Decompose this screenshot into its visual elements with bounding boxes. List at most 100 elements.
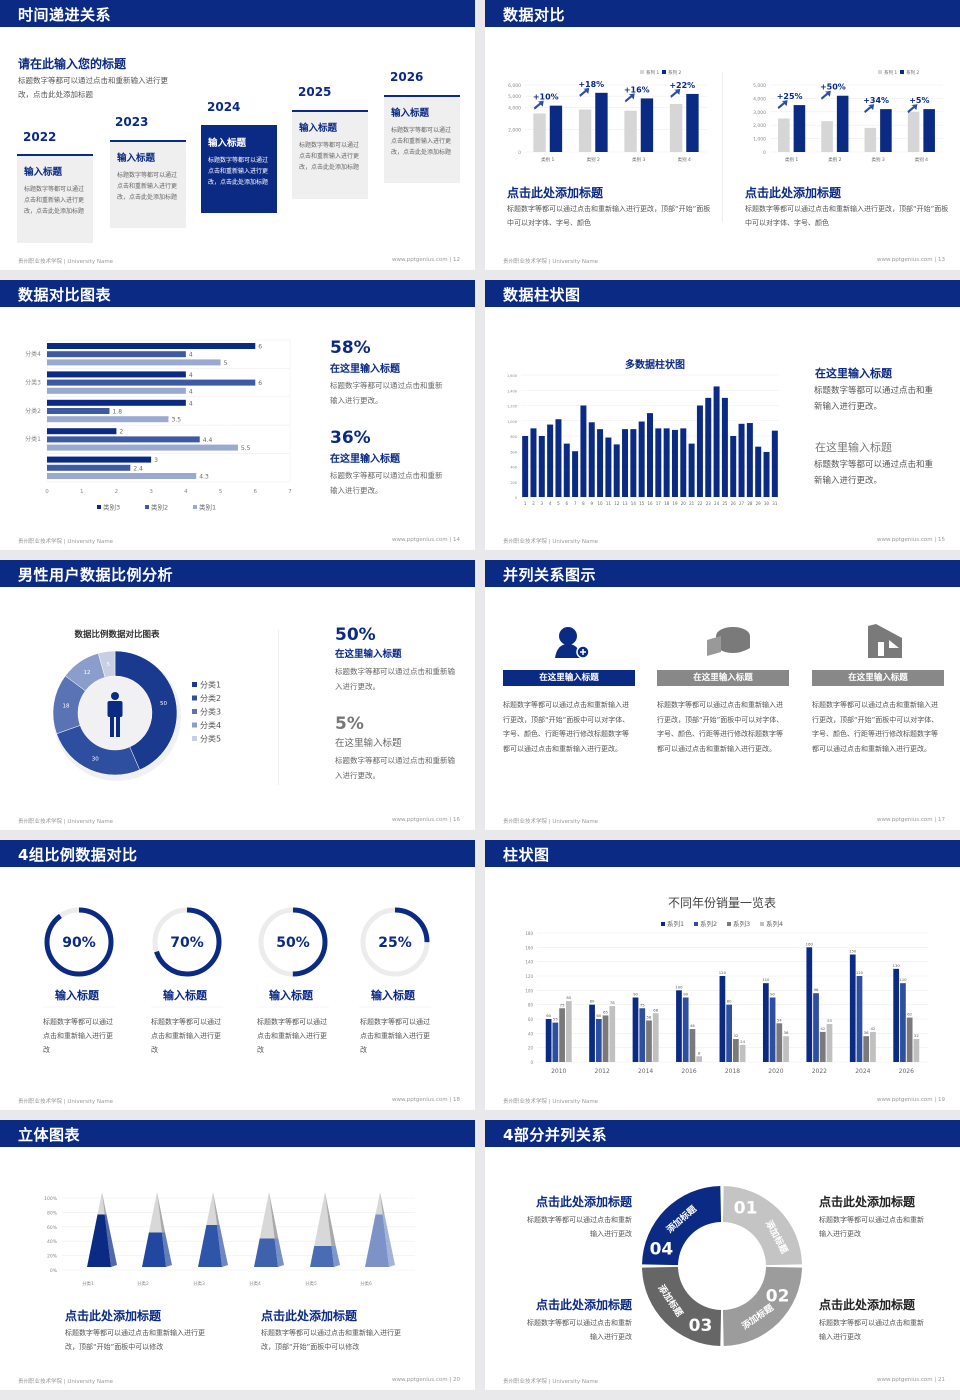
- legend-label: 系列 1: [884, 69, 897, 76]
- footer-page: www.pptgenius.com | 14: [392, 537, 460, 543]
- pyramid-side: [104, 1214, 117, 1267]
- x-tick-label: 29: [756, 501, 762, 506]
- panel-text: 标题数字等都可以通过点击和重新输入进行更改，顶部“开始”面板中可以修改: [65, 1329, 205, 1351]
- column-text: 标题数字等都可以通过点击和重新输入进行更改，顶部“开始”面板中可以对字体、字号、…: [657, 701, 784, 753]
- slide-hbar: 分类4 6 4 5 分类3 4 6 4 分类2 4 1.8 3.5 分类1 2 4.4 5.5 3 2.4 4.3 0…: [0, 280, 475, 550]
- bar: [47, 444, 238, 451]
- gauge-rings: 90% 70% 50% 25%: [43, 907, 431, 1008]
- data-label: 54: [777, 1017, 782, 1022]
- legend-swatch: [193, 505, 197, 509]
- chart-title: 不同年份销量一览表: [668, 895, 776, 910]
- panel-heading: 点击此处添加标题: [261, 1309, 358, 1323]
- data-label: 75: [560, 1002, 565, 1007]
- bar: [783, 1036, 789, 1062]
- data-label: 24: [740, 1039, 745, 1044]
- bar: [47, 464, 131, 471]
- data-label: 75: [640, 1002, 645, 1007]
- data-label: 2: [119, 429, 123, 436]
- pyramid-top: [97, 1192, 105, 1215]
- y-tick-label: 4,000: [753, 96, 766, 102]
- x-tick-label: 24: [714, 501, 720, 506]
- x-tick-label: 类别 1: [541, 156, 554, 163]
- y-tick-label: 2,000: [753, 123, 766, 129]
- ring-segment: [642, 1186, 722, 1266]
- x-tick-label: 分类3: [193, 1280, 205, 1287]
- building-icon: [868, 624, 902, 658]
- x-tick-label: 9: [590, 501, 593, 506]
- y-tick-label: 40: [528, 1031, 534, 1036]
- data-label: 160: [806, 941, 814, 946]
- y-tick-label: 0: [530, 1060, 533, 1065]
- x-tick-label: 23: [706, 501, 712, 506]
- x-tick-label: 17: [656, 501, 662, 506]
- pyramid-value: [310, 1246, 334, 1267]
- x-tick-label: 27: [739, 501, 745, 506]
- slide-title: 数据对比: [503, 6, 566, 24]
- data-label: 53: [827, 1018, 832, 1023]
- pyramid-value: [254, 1238, 278, 1267]
- slide-data-compare: 0 2,000 4,000 5,000 6,000 类别 1 +10% 类别 2 +18% 类别 …: [485, 0, 960, 270]
- bar: [900, 983, 906, 1062]
- category-label: 分类1: [25, 435, 41, 443]
- legend-swatch: [760, 922, 764, 926]
- bar: [595, 1019, 602, 1062]
- timeline-card: 输入标题 标题数字等都可以通过点击和重新输入进行更改，点击此处添加标题: [384, 95, 460, 183]
- x-tick-label: 1: [524, 501, 527, 506]
- x-tick-label: 13: [622, 501, 628, 506]
- bar: [639, 1008, 646, 1062]
- bar: [47, 428, 117, 435]
- data-label: 5.5: [241, 445, 251, 452]
- slide-donut: 数据比例数据对比图表 50 分类1 30 分类2 18 分类3 12 分类4 5 分类5 男性用户数…: [0, 560, 475, 830]
- y-tick-label: 140: [525, 960, 533, 965]
- item-title: 在这里输入标题: [815, 367, 892, 380]
- footer-page: www.pptgenius.com | 21: [877, 1377, 945, 1383]
- legend-label: 分类1: [200, 680, 221, 690]
- x-tick-label: 2014: [638, 1068, 653, 1075]
- footer-page: www.pptgenius.com | 13: [877, 257, 945, 263]
- pie-chart-3d-icon: [707, 627, 750, 656]
- gauge-progress: [258, 907, 328, 977]
- block-title: 点击此处添加标题: [819, 1195, 916, 1209]
- column-text: 标题数字等都可以通过点击和重新输入进行更改，顶部“开始”面板中可以对字体、字号、…: [503, 701, 630, 753]
- horizontal-bar-chart: 分类4 6 4 5 分类3 4 6 4 分类2 4 1.8 3.5 分类1 2 4.4 5.5 3 2.4 4.3 0…: [25, 339, 292, 512]
- y-tick-label: 1,200: [507, 405, 517, 409]
- bar: [826, 1024, 833, 1062]
- legend-label: 系列3: [733, 919, 750, 928]
- bar: [47, 408, 110, 414]
- y-tick-label: 5,000: [753, 83, 766, 89]
- stat-text: 标题数字等都可以通过点击和重新输入进行更改。: [330, 471, 443, 495]
- bar: [47, 379, 256, 386]
- gauge-progress: [152, 907, 222, 977]
- x-tick-label: 31: [772, 501, 778, 506]
- footer-page: www.pptgenius.com | 12: [392, 257, 460, 263]
- bar: [563, 443, 570, 497]
- bar: [755, 446, 762, 497]
- x-tick-label: 类别 3: [871, 156, 884, 163]
- footer-school: 贵州职业技术学院 | University Name: [18, 539, 114, 545]
- x-tick-label: 类别 1: [785, 156, 798, 163]
- data-label: 60: [546, 1013, 551, 1018]
- block-text: 标题数字等都可以通过点击和重新输入进行更改: [527, 1216, 632, 1238]
- card-text: 标题数字等都可以通过点击和重新输入进行更改，点击此处添加标题: [299, 142, 360, 171]
- growth-label: +25%: [777, 92, 803, 101]
- data-label: 4: [189, 400, 193, 407]
- stat-title: 在这里输入标题: [330, 364, 400, 375]
- gauge-text: 标题数字等都可以通过点击和重新输入进行更改: [43, 1018, 113, 1054]
- bar: [769, 997, 776, 1062]
- bar: [47, 371, 186, 378]
- page-number: 17: [938, 817, 945, 823]
- data-label: 36: [784, 1030, 789, 1035]
- y-tick-label: 20%: [47, 1254, 58, 1260]
- x-tick-label: 分类5: [305, 1280, 317, 1287]
- footer-site: www.pptgenius.com |: [877, 1097, 937, 1103]
- gauge-text: 标题数字等都可以通过点击和重新输入进行更改: [257, 1018, 327, 1054]
- legend-label: 类别1: [199, 503, 216, 512]
- bar: [47, 456, 152, 463]
- pyramid-top-side: [380, 1192, 385, 1215]
- gauge-value: 90%: [62, 935, 96, 951]
- chart-title: 多数据柱状图: [625, 358, 685, 371]
- panel-heading: 点击此处添加标题: [65, 1309, 162, 1323]
- slide-title: 数据对比图表: [18, 286, 112, 304]
- bar: [533, 113, 546, 152]
- x-tick-label: 4: [549, 501, 552, 506]
